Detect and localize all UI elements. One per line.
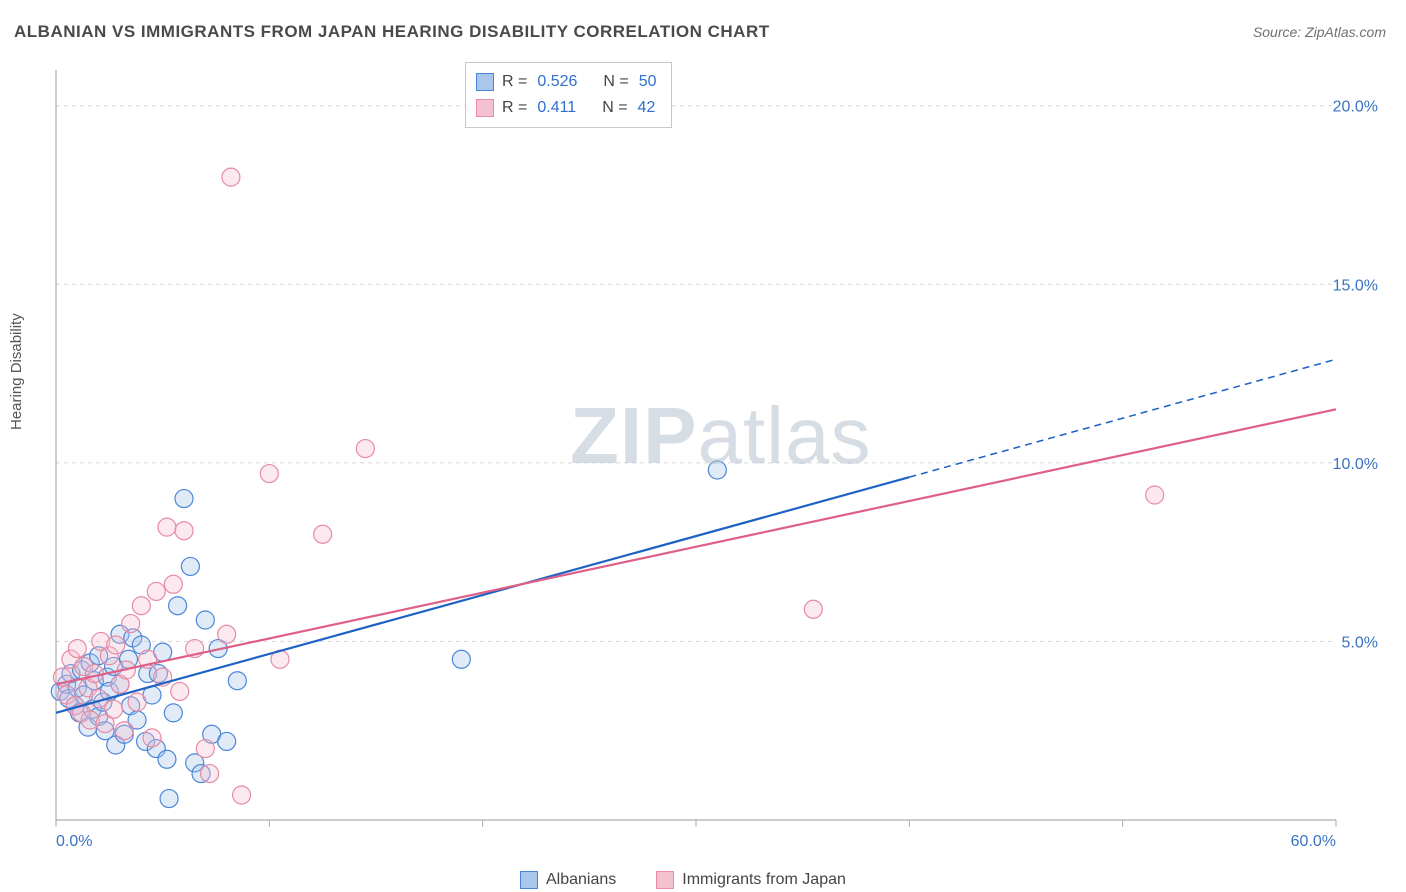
legend-label-albanians: Albanians	[546, 871, 616, 889]
y-axis-label: Hearing Disability	[8, 313, 25, 430]
n-label: N =	[585, 69, 628, 95]
n-value-japan: 42	[636, 95, 656, 121]
legend-item-albanians: Albanians	[520, 871, 616, 889]
series-legend: Albanians Immigrants from Japan	[520, 871, 846, 889]
legend-label-japan: Immigrants from Japan	[682, 871, 846, 889]
stats-row-japan: R = 0.411 N = 42	[476, 95, 657, 121]
swatch-albanians	[476, 73, 494, 91]
r-label: R =	[502, 69, 527, 95]
svg-text:5.0%: 5.0%	[1342, 634, 1378, 651]
n-label: N =	[584, 95, 627, 121]
r-value-japan: 0.411	[535, 95, 576, 121]
svg-text:20.0%: 20.0%	[1333, 99, 1378, 116]
r-label: R =	[502, 95, 527, 121]
n-value-albanians: 50	[637, 69, 657, 95]
svg-text:0.0%: 0.0%	[56, 833, 92, 850]
svg-text:15.0%: 15.0%	[1333, 277, 1378, 294]
chart-title: ALBANIAN VS IMMIGRANTS FROM JAPAN HEARIN…	[14, 22, 770, 42]
svg-text:10.0%: 10.0%	[1333, 456, 1378, 473]
source-attribution: Source: ZipAtlas.com	[1253, 24, 1386, 40]
svg-text:60.0%: 60.0%	[1291, 833, 1336, 850]
chart-area: 5.0% 10.0% 15.0% 20.0% 0.0% 60.0%	[50, 60, 1380, 850]
legend-swatch-albanians	[520, 871, 538, 889]
stats-legend: R = 0.526 N = 50 R = 0.411 N = 42	[465, 62, 672, 128]
swatch-japan	[476, 99, 494, 117]
legend-item-japan: Immigrants from Japan	[656, 871, 846, 889]
stats-row-albanians: R = 0.526 N = 50	[476, 69, 657, 95]
scatter-plot-svg: 5.0% 10.0% 15.0% 20.0% 0.0% 60.0%	[50, 60, 1380, 850]
legend-swatch-japan	[656, 871, 674, 889]
r-value-albanians: 0.526	[535, 69, 577, 95]
